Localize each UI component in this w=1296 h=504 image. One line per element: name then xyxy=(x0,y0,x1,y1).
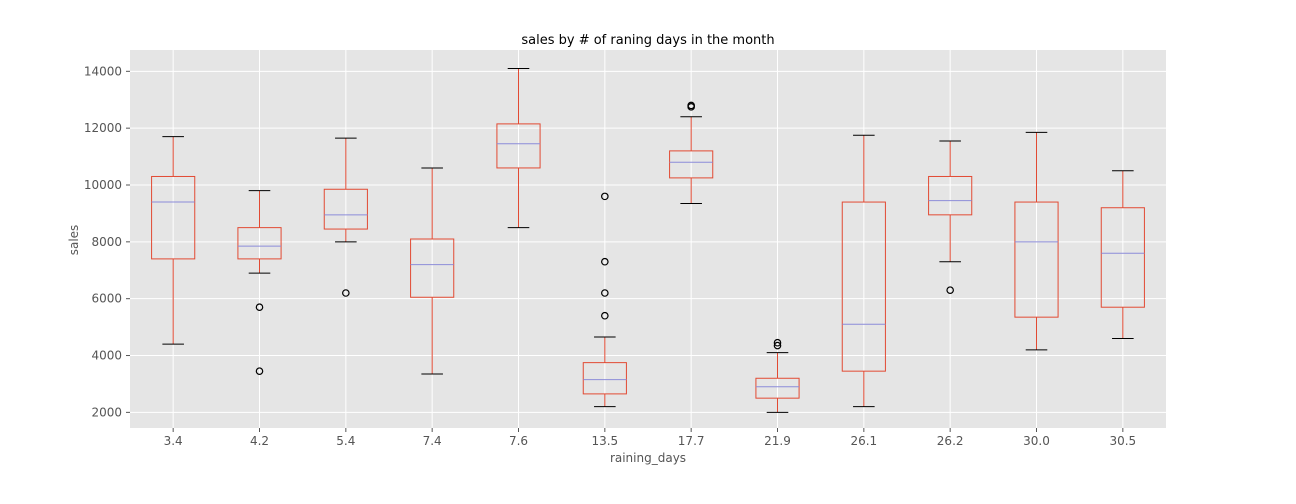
outlier-point xyxy=(773,338,782,347)
box-group xyxy=(496,67,541,229)
outlier-point xyxy=(601,311,609,320)
x-tick-label: 4.2 xyxy=(250,434,269,448)
x-tick-label: 30.0 xyxy=(1023,434,1050,448)
box-group xyxy=(323,137,368,297)
box xyxy=(410,238,455,298)
box-group xyxy=(841,134,886,408)
box-group xyxy=(755,338,800,413)
box xyxy=(928,175,973,216)
y-tick-label: 2000 xyxy=(91,405,122,419)
box xyxy=(496,123,541,169)
x-tick-label: 5.4 xyxy=(336,434,355,448)
x-tick-label: 3.4 xyxy=(164,434,183,448)
outlier-point xyxy=(601,257,609,266)
box xyxy=(755,377,800,399)
outlier-point xyxy=(255,367,264,375)
y-tick-label: 14000 xyxy=(84,64,122,78)
box xyxy=(237,227,282,260)
box-group xyxy=(669,101,714,204)
box xyxy=(841,201,886,372)
x-tick-label: 21.9 xyxy=(764,434,791,448)
chart-title: sales by # of raning days in the month xyxy=(521,33,774,48)
plot-area xyxy=(130,50,1166,428)
box-group xyxy=(582,192,627,408)
box-group xyxy=(1100,170,1145,339)
y-tick-label: 6000 xyxy=(91,292,122,306)
box-group xyxy=(151,136,196,345)
outlier-point xyxy=(255,303,264,312)
outlier-point xyxy=(342,289,350,297)
box xyxy=(1014,201,1059,318)
box-group xyxy=(237,190,282,375)
box-group xyxy=(410,167,455,375)
x-tick-label: 26.1 xyxy=(850,434,877,448)
x-tick-label: 13.5 xyxy=(591,434,618,448)
y-tick-label: 12000 xyxy=(84,121,122,135)
box xyxy=(151,175,196,260)
y-axis-label: sales xyxy=(67,225,81,256)
x-tick-label: 7.6 xyxy=(509,434,528,448)
outlier-point xyxy=(687,101,695,110)
outlier-point xyxy=(773,341,782,350)
x-tick-label: 7.4 xyxy=(423,434,442,448)
tick-labels-layer: 2000 4000 6000 8000 10000 12000 14000 3.4 4.2 5.4… xyxy=(84,64,1136,448)
y-tick-label: 4000 xyxy=(91,349,122,363)
x-tick-label: 30.5 xyxy=(1109,434,1136,448)
box xyxy=(323,188,368,230)
box-group xyxy=(928,140,973,294)
outlier-point xyxy=(601,192,609,201)
box xyxy=(1100,207,1145,308)
boxes-layer xyxy=(151,67,1145,413)
outlier-point xyxy=(946,286,954,294)
x-tick-label: 17.7 xyxy=(678,434,705,448)
outlier-point xyxy=(601,289,609,297)
box xyxy=(669,150,714,179)
box xyxy=(582,362,627,395)
x-tick-label: 26.2 xyxy=(937,434,964,448)
y-tick-label: 10000 xyxy=(84,178,122,192)
box-group xyxy=(1014,131,1059,351)
x-axis-label: raining_days xyxy=(610,451,686,465)
y-tick-label: 8000 xyxy=(91,235,122,249)
